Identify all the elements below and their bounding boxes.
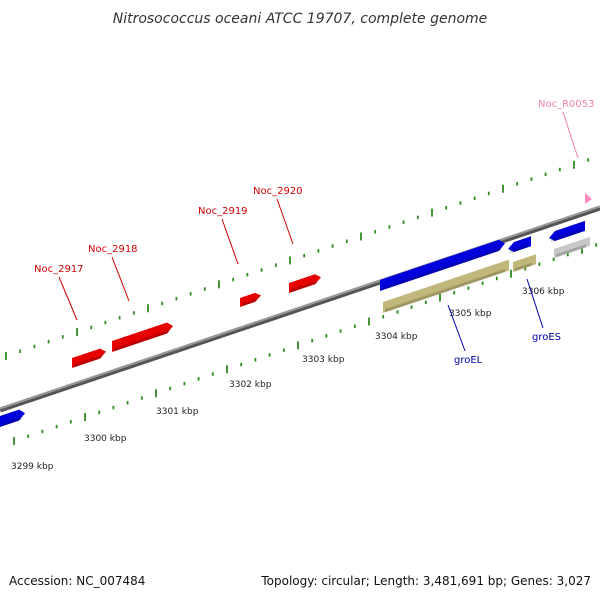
- gene-noc-2920: [289, 274, 321, 293]
- leader-line-noc-2917: [58, 276, 78, 321]
- gene-groes-blue: [508, 236, 531, 254]
- scale-label: 3302 kbp: [229, 380, 272, 390]
- gene-gray: [554, 236, 590, 258]
- leader-line-noc-2918: [111, 256, 130, 302]
- scale-label: 3304 kbp: [375, 332, 418, 342]
- upper-tick-track: [5, 158, 590, 360]
- gene-label-noc-2919: Noc_2919: [198, 206, 248, 217]
- scale-label: 3305 kbp: [449, 309, 492, 319]
- gene-features: [0, 193, 592, 427]
- gene-label-noc-2917: Noc_2917: [34, 264, 84, 275]
- leader-line-noc-2920: [276, 198, 294, 245]
- leader-line-noc-2919: [221, 218, 239, 265]
- map-title: Nitrosococcus oceani ATCC 19707, complet…: [113, 11, 488, 27]
- lower-tick-track: [13, 243, 598, 445]
- gene-noc-2918: [112, 322, 173, 352]
- scale-label: 3300 kbp: [84, 434, 127, 444]
- gene-labels: Noc_2917 Noc_2918 Noc_2919 Noc_2920 Noc_R005…: [34, 99, 595, 366]
- gene-groel-olive: [383, 259, 509, 313]
- gene-blue-left: [0, 409, 25, 427]
- gene-blue-right: [549, 220, 585, 243]
- rrna-marker: [585, 193, 592, 204]
- scale-label: 3299 kbp: [11, 462, 54, 472]
- backbone-line: [0, 205, 600, 413]
- gene-label-groes: groES: [532, 332, 561, 343]
- gene-noc-2919: [240, 292, 261, 307]
- leader-line-groel: [447, 304, 466, 352]
- scale-label: 3301 kbp: [156, 407, 199, 417]
- gene-label-noc-r0053: Noc_R0053: [538, 99, 595, 110]
- gene-label-noc-2918: Noc_2918: [88, 244, 138, 255]
- gene-label-groel: groEL: [454, 355, 483, 366]
- gene-label-noc-2920: Noc_2920: [253, 186, 303, 197]
- gene-groel-blue: [380, 239, 505, 291]
- scale-label: 3306 kbp: [522, 287, 565, 297]
- leader-line-noc-r0053: [562, 111, 579, 159]
- scale-labels: 3299 kbp 3300 kbp 3301 kbp 3302 kbp 3303 kbp…: [11, 287, 565, 472]
- gene-noc-2917: [72, 348, 106, 368]
- scale-label: 3303 kbp: [302, 355, 345, 365]
- accession-text: Accession: NC_007484: [9, 574, 145, 588]
- leader-line-groes: [526, 278, 544, 329]
- gene-groes-olive: [513, 254, 536, 272]
- topology-text: Topology: circular; Length: 3,481,691 bp…: [260, 574, 591, 588]
